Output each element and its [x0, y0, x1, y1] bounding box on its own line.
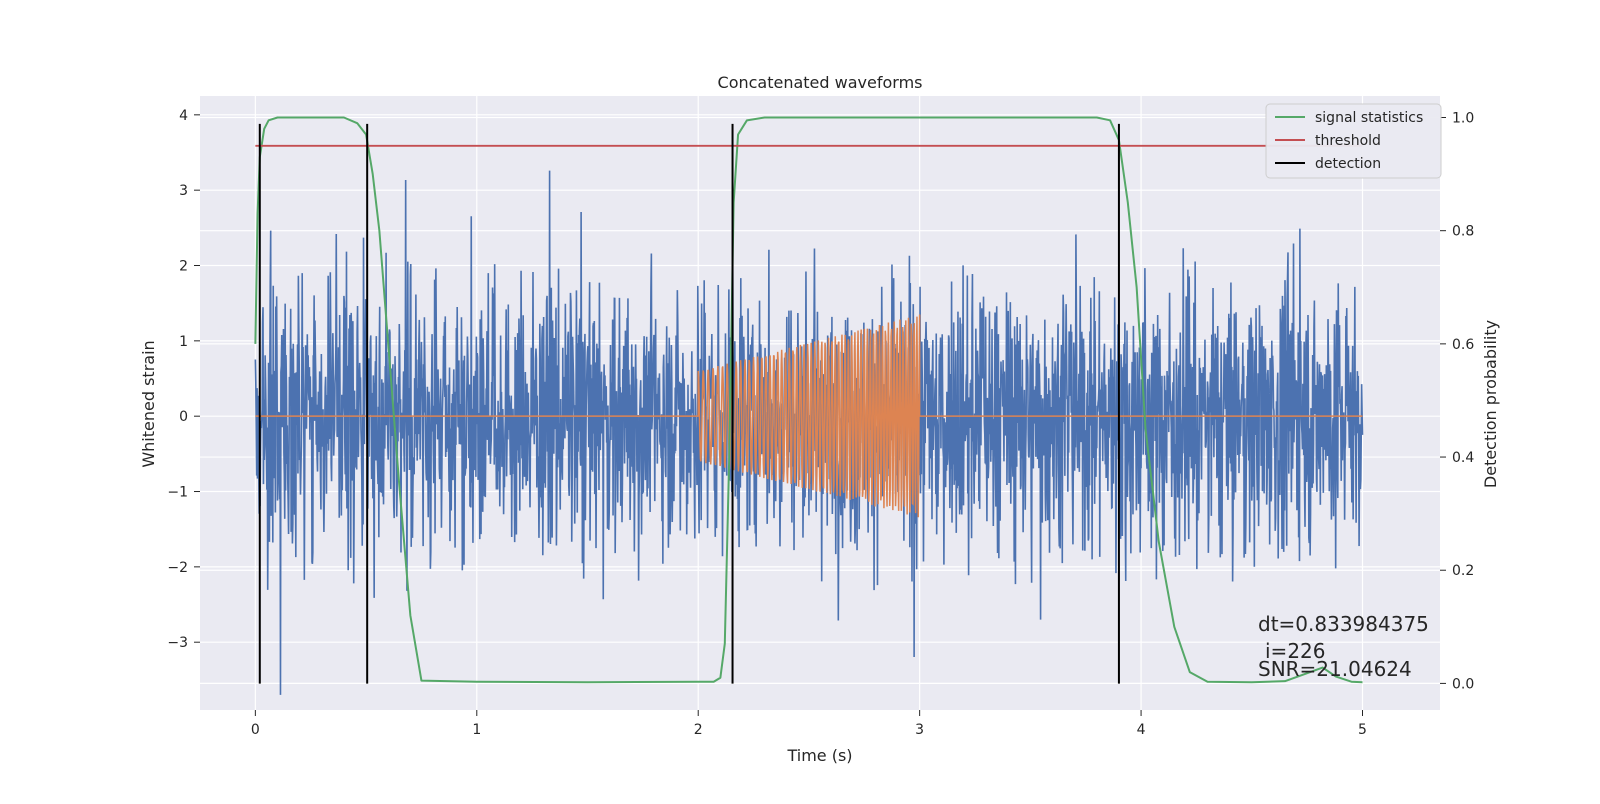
y-tick-label: 1: [179, 334, 188, 350]
x-tick-label: 0: [251, 722, 260, 738]
signal-statistics-line: [254, 116, 1363, 684]
x-tick-label: 1: [472, 722, 481, 738]
annotation-text: SNR=21.04624: [1258, 657, 1412, 681]
legend: signal statistics threshold detection: [1265, 103, 1442, 179]
x-tick-label: 2: [694, 722, 703, 738]
annotation-text: dt=0.833984375: [1258, 612, 1429, 636]
legend-label: detection: [1315, 156, 1381, 172]
y-tick-label: 3: [179, 183, 188, 199]
y-right-tick-label: 0.2: [1452, 563, 1474, 579]
injected-waveform-line: [255, 314, 1363, 518]
x-tick-label: 4: [1137, 722, 1146, 738]
y-tick-label: 4: [179, 108, 188, 124]
y-tick-label: −2: [167, 560, 188, 576]
y-tick-label: 0: [179, 409, 188, 425]
legend-label: threshold: [1315, 133, 1381, 149]
y-right-tick-label: 0.6: [1452, 337, 1474, 353]
y-tick-label: −3: [167, 635, 188, 651]
axes: 0 1 2 3 4 5 4 3 2 1 0 −1 −2 −3 1.0 0.8 0.6 0.4 0.2 0.0: [167, 108, 1474, 738]
x-axis-label: Time (s): [786, 746, 852, 765]
annotation-text: i=226: [1265, 639, 1326, 663]
y-right-tick-label: 0.0: [1452, 676, 1474, 692]
legend-box: [1265, 103, 1442, 179]
chart-title: Concatenated waveforms: [718, 73, 923, 92]
y-axis-right-label: Detection probability: [1481, 320, 1500, 488]
legend-label: signal statistics: [1315, 110, 1423, 126]
y-tick-label: −1: [167, 485, 188, 501]
data-layer: [254, 116, 1364, 695]
x-tick-label: 3: [915, 722, 924, 738]
y-axis-label: Whitened strain: [139, 340, 158, 467]
y-right-tick-label: 1.0: [1452, 111, 1474, 127]
y-right-tick-label: 0.8: [1452, 224, 1474, 240]
x-tick-label: 5: [1358, 722, 1367, 738]
y-tick-label: 2: [179, 259, 188, 275]
y-right-tick-label: 0.4: [1452, 450, 1474, 466]
strain-series-line: [254, 170, 1364, 695]
